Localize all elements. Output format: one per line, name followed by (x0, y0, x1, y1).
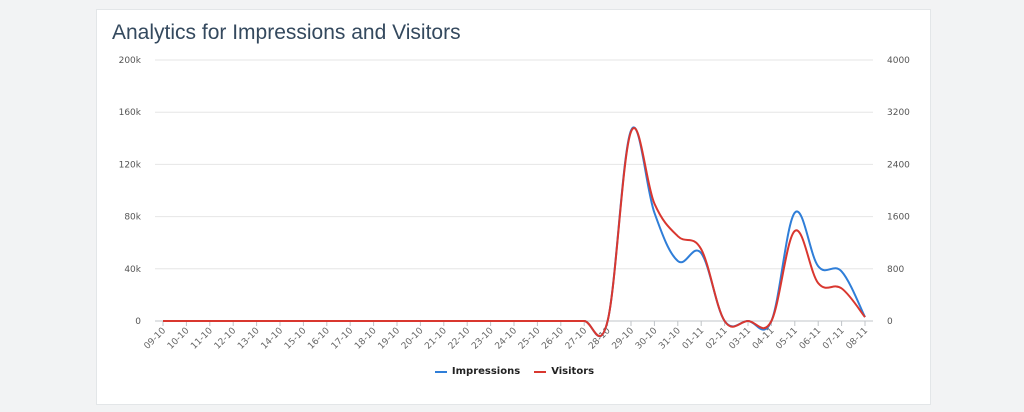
y-left-tick-label: 120k (119, 160, 142, 170)
y-left-tick-label: 0 (135, 317, 141, 327)
legend-item-visitors[interactable]: Visitors (534, 366, 594, 377)
x-tick-label: 11-10 (189, 326, 215, 352)
y-right-tick-label: 0 (887, 317, 893, 327)
x-tick-label: 12-10 (213, 326, 239, 352)
x-tick-label: 24-10 (494, 326, 520, 352)
series-line-impressions (163, 126, 866, 338)
x-tick-label: 09-10 (143, 326, 169, 352)
x-tick-label: 27-10 (564, 326, 590, 352)
x-tick-label: 06-11 (798, 326, 824, 352)
y-right-tick-label: 1600 (887, 213, 910, 223)
y-right-tick-label: 3200 (887, 108, 910, 118)
x-tick-label: 18-10 (353, 326, 379, 352)
y-left-tick-label: 80k (124, 213, 141, 223)
chart-card: Analytics for Impressions and Visitors 0… (96, 9, 931, 405)
x-tick-label: 26-10 (540, 326, 566, 352)
x-tick-label: 25-10 (517, 326, 543, 352)
x-tick-label: 31-10 (657, 326, 683, 352)
y-left-tick-label: 160k (119, 108, 142, 118)
x-tick-label: 08-11 (845, 326, 871, 352)
legend-label-visitors: Visitors (551, 366, 595, 377)
y-right-tick-label: 2400 (887, 160, 910, 170)
legend-swatch-visitors (534, 370, 547, 373)
x-tick-label: 15-10 (283, 326, 309, 352)
x-tick-label: 28-10 (587, 326, 613, 352)
legend-label-impressions: Impressions (451, 366, 521, 377)
x-tick-label: 20-10 (400, 326, 426, 352)
x-tick-label: 01-11 (681, 326, 707, 352)
y-right-tick-label: 800 (887, 265, 904, 275)
x-tick-label: 21-10 (423, 326, 449, 352)
line-chart: 0 40k 80k 120k 160k 200k 0 800 1600 2400 3200 4000 0… (119, 56, 911, 352)
legend: Impressions Visitors (97, 366, 932, 377)
x-tick-label: 23-10 (470, 326, 496, 352)
x-tick-label: 14-10 (260, 326, 286, 352)
legend-item-impressions[interactable]: Impressions (434, 366, 521, 377)
x-tick-label: 29-10 (611, 326, 637, 352)
y-right-tick-label: 4000 (887, 56, 910, 66)
x-tick-label: 07-11 (821, 326, 847, 352)
y-left-tick-label: 200k (119, 56, 142, 66)
chart-title: Analytics for Impressions and Visitors (112, 21, 461, 44)
x-tick-label: 16-10 (306, 326, 332, 352)
x-tick-label: 02-11 (704, 326, 730, 352)
x-tick-label: 03-11 (728, 326, 754, 352)
x-tick-label: 05-11 (774, 326, 800, 352)
x-tick-label: 13-10 (236, 326, 262, 352)
series-line-visitors (163, 127, 866, 338)
legend-swatch-impressions (434, 370, 447, 373)
x-tick-label: 22-10 (447, 326, 473, 352)
x-tick-label: 30-10 (634, 326, 660, 352)
y-left-tick-label: 40k (124, 265, 141, 275)
x-tick-label: 17-10 (330, 326, 356, 352)
x-tick-label: 19-10 (377, 326, 403, 352)
x-tick-label: 10-10 (166, 326, 192, 352)
